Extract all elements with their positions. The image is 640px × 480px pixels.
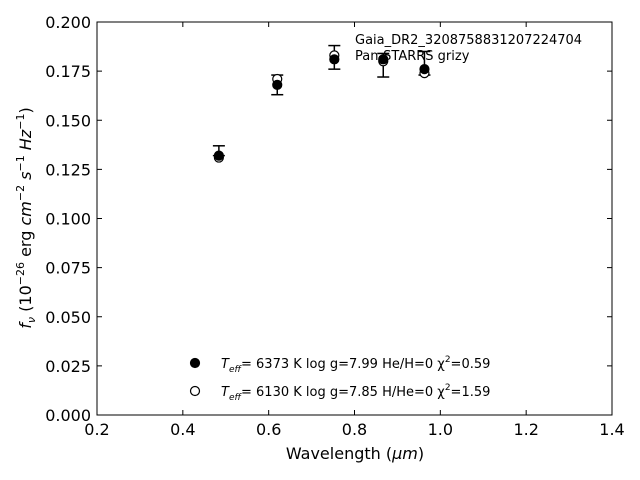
y-tick-label: 0.175 [45, 62, 91, 81]
x-tick-label: 0.2 [84, 420, 109, 439]
data-point-filled [329, 54, 340, 65]
x-tick-label: 0.4 [170, 420, 195, 439]
x-tick-label: 1.0 [428, 420, 453, 439]
annotation-survey: Pan-STARRS grizy [355, 49, 470, 64]
x-tick-label: 1.4 [599, 420, 624, 439]
annotation-object-id: Gaia_DR2_3208758831207224704 [355, 33, 582, 48]
y-tick-label: 0.200 [45, 13, 91, 32]
x-tick-label: 0.8 [342, 420, 367, 439]
legend-entry: Teff= 6373 K log g=7.99 He/H=0 χ2=0.59 [221, 355, 490, 375]
y-tick-label: 0.100 [45, 210, 91, 229]
y-tick-label: 0.125 [45, 160, 91, 179]
legend-marker [189, 385, 201, 397]
data-point-filled [272, 79, 283, 90]
y-tick-label: 0.000 [45, 406, 91, 425]
legend-marker [189, 357, 201, 369]
y-tick-label: 0.075 [45, 259, 91, 278]
y-tick-label: 0.025 [45, 357, 91, 376]
data-point-filled [419, 64, 430, 75]
axis-ticks: 0.2 0.4 0.6 0.8 1.0 1.2 1.4 0.000 0.025 0.050 0.07… [45, 13, 625, 439]
y-tick-label: 0.050 [45, 308, 91, 327]
y-axis-label: fν (10−26 erg cm−2 s−1 Hz−1) [14, 107, 38, 328]
x-tick-label: 1.2 [513, 420, 538, 439]
legend: Teff= 6373 K log g=7.99 He/H=0 χ2=0.59 Te… [189, 355, 490, 403]
data-point-filled [378, 54, 389, 65]
plot-frame [96, 21, 613, 416]
x-tick-label: 0.6 [256, 420, 281, 439]
legend-entry: Teff= 6130 K log g=7.85 H/He=0 χ2=1.59 [221, 383, 490, 403]
y-tick-label: 0.150 [45, 111, 91, 130]
x-axis-label: Wavelength (μm) [286, 444, 424, 463]
data-point-filled [213, 150, 224, 161]
data-marks [212, 44, 431, 163]
